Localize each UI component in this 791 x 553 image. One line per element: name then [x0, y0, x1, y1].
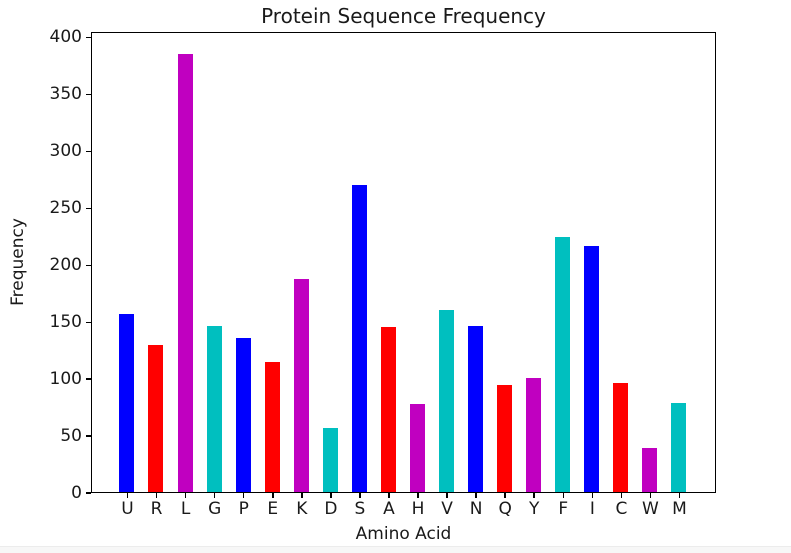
y-tick-label-50: 50	[60, 425, 82, 446]
bar-D	[322, 428, 338, 492]
x-tick-label-I: I	[589, 499, 595, 519]
x-tick-label-C: C	[615, 499, 628, 519]
chart-title: Protein Sequence Frequency	[261, 4, 546, 28]
x-tick-mark-M	[678, 493, 681, 498]
bar-Y	[526, 378, 542, 492]
bar-U	[119, 314, 135, 492]
x-tick-label-W: W	[642, 499, 659, 519]
x-tick-mark-L	[184, 493, 187, 498]
x-tick-mark-D	[330, 493, 332, 498]
x-tick-mark-F	[562, 493, 565, 498]
plot-area	[91, 32, 716, 493]
bar-H	[409, 404, 425, 492]
y-tick-mark-300	[86, 150, 91, 153]
bar-C	[613, 382, 629, 492]
y-tick-label-400: 400	[49, 27, 82, 48]
x-tick-label-K: K	[296, 499, 308, 519]
x-tick-label-F: F	[558, 499, 569, 519]
y-tick-label-250: 250	[49, 197, 82, 218]
x-tick-mark-V	[446, 493, 448, 498]
y-tick-label-300: 300	[49, 141, 82, 162]
y-tick-mark-250	[86, 207, 91, 210]
bar-P	[235, 338, 251, 492]
bar-M	[671, 403, 687, 492]
bar-V	[438, 309, 454, 492]
bar-N	[468, 325, 484, 492]
x-tick-mark-H	[417, 493, 419, 498]
x-tick-label-P: P	[238, 499, 249, 519]
y-tick-mark-0	[86, 492, 91, 494]
x-tick-label-U: U	[121, 499, 134, 519]
bar-Q	[497, 385, 513, 492]
bar-E	[264, 362, 280, 492]
y-tick-label-350: 350	[49, 84, 82, 105]
x-tick-label-G: G	[208, 499, 222, 519]
y-tick-label-100: 100	[49, 368, 82, 389]
x-tick-label-E: E	[267, 499, 279, 519]
bar-G	[206, 325, 222, 492]
y-tick-mark-50	[86, 435, 91, 437]
x-tick-label-Y: Y	[529, 499, 540, 519]
x-tick-label-L: L	[180, 499, 191, 519]
x-tick-mark-Y	[533, 493, 535, 498]
y-tick-label-0: 0	[71, 482, 82, 503]
x-tick-label-Q: Q	[498, 499, 512, 519]
bar-A	[380, 326, 396, 492]
bar-R	[148, 345, 164, 492]
window-edge-strip	[0, 546, 791, 553]
x-tick-mark-N	[475, 493, 477, 498]
x-tick-mark-G	[213, 493, 216, 498]
x-tick-mark-I	[591, 493, 594, 498]
x-tick-label-N: N	[469, 499, 483, 519]
x-tick-mark-E	[272, 493, 274, 498]
y-tick-mark-350	[86, 93, 91, 96]
x-tick-mark-C	[620, 493, 623, 498]
x-tick-mark-S	[359, 493, 361, 498]
x-tick-label-S: S	[354, 499, 366, 519]
y-tick-mark-400	[86, 36, 91, 39]
bar-K	[293, 279, 309, 492]
y-tick-mark-150	[86, 321, 91, 323]
x-tick-label-D: D	[324, 499, 338, 519]
x-tick-mark-U	[126, 493, 129, 498]
y-tick-mark-100	[86, 378, 91, 380]
x-tick-mark-K	[301, 493, 303, 498]
y-tick-label-200: 200	[49, 254, 82, 275]
x-tick-label-V: V	[441, 499, 453, 519]
x-tick-label-R: R	[150, 499, 163, 519]
x-axis-label: Amino Acid	[355, 524, 452, 544]
y-tick-mark-200	[86, 264, 91, 267]
x-tick-label-A: A	[383, 499, 395, 519]
y-tick-label-150: 150	[49, 311, 82, 332]
x-tick-mark-Q	[504, 493, 506, 498]
bar-S	[351, 184, 367, 492]
bar-W	[642, 447, 658, 492]
bar-F	[555, 237, 571, 492]
x-tick-mark-P	[242, 493, 245, 498]
x-tick-label-H: H	[411, 499, 425, 519]
x-tick-mark-R	[155, 493, 158, 498]
bar-L	[177, 53, 193, 492]
x-tick-label-M: M	[672, 499, 687, 519]
x-tick-mark-W	[649, 493, 652, 498]
bar-I	[584, 246, 600, 492]
x-tick-mark-A	[388, 493, 390, 498]
